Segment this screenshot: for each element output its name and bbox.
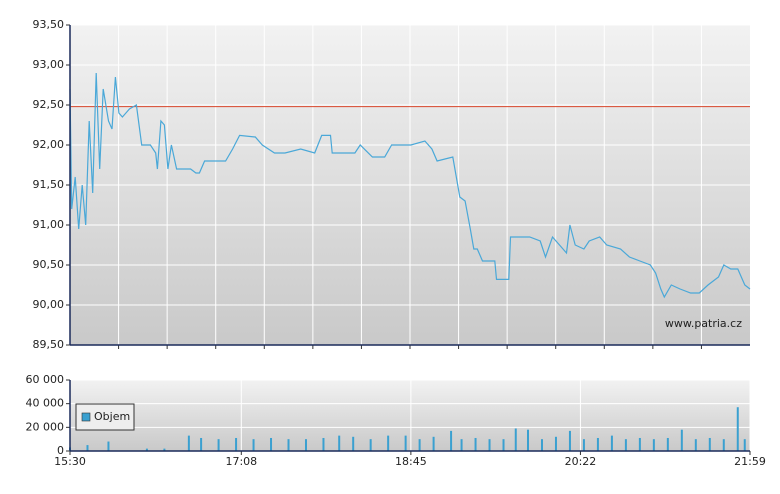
volume-bar	[526, 429, 529, 451]
volume-bar	[352, 436, 355, 451]
volume-bar	[404, 435, 407, 451]
volume-bar	[694, 439, 697, 451]
volume-bar	[652, 439, 655, 451]
volume-bar	[432, 436, 435, 451]
legend-swatch	[81, 412, 91, 422]
x-tick-label: 20:22	[565, 455, 597, 468]
volume-bar	[638, 437, 641, 451]
volume-bar	[680, 429, 683, 451]
volume-bar	[338, 435, 341, 451]
volume-bar	[235, 437, 238, 451]
volume-bar	[86, 445, 89, 451]
volume-bar	[666, 437, 669, 451]
volume-bar	[187, 435, 190, 451]
price-line	[69, 72, 751, 299]
volume-bar	[107, 441, 110, 451]
volume-bar	[736, 407, 739, 451]
volume-bar	[540, 439, 543, 451]
volume-bar	[387, 435, 390, 451]
volume-bar	[217, 439, 220, 451]
y-tick-label: 60 000	[26, 373, 65, 386]
y-tick-label: 90,50	[33, 258, 65, 271]
volume-bar	[610, 435, 613, 451]
y-tick-label: 92,00	[33, 138, 65, 151]
x-tick-label: 15:30	[54, 455, 86, 468]
watermark: www.patria.cz	[665, 317, 742, 330]
y-tick-label: 93,50	[33, 18, 65, 31]
volume-bar	[270, 437, 273, 451]
volume-bar	[474, 437, 477, 451]
y-tick-label: 93,00	[33, 58, 65, 71]
x-tick-label: 17:08	[225, 455, 257, 468]
volume-bar	[287, 439, 290, 451]
volume-bar	[252, 439, 255, 451]
volume-bar	[722, 439, 725, 451]
volume-bar	[163, 448, 166, 451]
legend-label: Objem	[94, 410, 130, 423]
volume-bar	[568, 430, 571, 451]
volume-bar	[624, 439, 627, 451]
x-tick-label: 18:45	[395, 455, 427, 468]
volume-bar	[418, 439, 421, 451]
volume-bar	[596, 437, 599, 451]
y-tick-label: 89,50	[33, 338, 65, 351]
volume-bar	[743, 439, 746, 451]
volume-plot-area	[70, 380, 750, 451]
volume-bar	[460, 439, 463, 451]
x-tick-label: 21:59	[734, 455, 766, 468]
volume-bar	[502, 439, 505, 451]
y-tick-label: 20 000	[26, 420, 65, 433]
volume-bar	[514, 428, 517, 451]
volume-bar	[488, 439, 491, 451]
y-tick-label: 91,00	[33, 218, 65, 231]
volume-bar	[554, 436, 557, 451]
volume-bar	[322, 437, 325, 451]
y-tick-label: 90,00	[33, 298, 65, 311]
volume-bar	[200, 437, 203, 451]
y-tick-label: 91,50	[33, 178, 65, 191]
volume-bar	[304, 439, 307, 451]
y-tick-label: 92,50	[33, 98, 65, 111]
y-tick-label: 40 000	[26, 397, 65, 410]
volume-bar	[369, 439, 372, 451]
y-tick-label: 0	[57, 444, 64, 457]
volume-bar	[708, 437, 711, 451]
volume-bar	[450, 430, 453, 451]
volume-bar	[145, 448, 148, 451]
volume-bar	[582, 439, 585, 451]
